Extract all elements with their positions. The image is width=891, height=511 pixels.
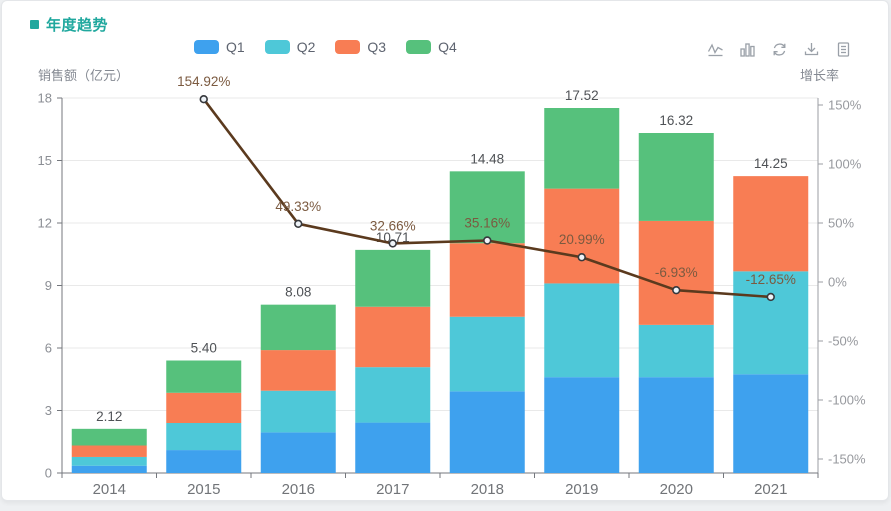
data-view-icon[interactable]	[835, 41, 852, 58]
svg-text:2019: 2019	[565, 481, 598, 498]
legend-label: Q1	[226, 39, 245, 55]
switch-to-line-icon[interactable]	[707, 41, 724, 58]
title-bullet-icon	[30, 20, 39, 29]
switch-to-bar-icon[interactable]	[739, 41, 756, 58]
legend-item-q4[interactable]: Q4	[406, 39, 457, 55]
svg-text:3: 3	[45, 403, 52, 418]
svg-text:32.66%: 32.66%	[370, 218, 416, 233]
svg-text:5.40: 5.40	[191, 341, 217, 356]
legend-item-q1[interactable]: Q1	[194, 39, 245, 55]
svg-text:2020: 2020	[660, 481, 693, 498]
svg-text:2016: 2016	[282, 481, 315, 498]
svg-text:0%: 0%	[828, 275, 847, 290]
card-header: 年度趋势	[30, 14, 108, 35]
svg-text:8.08: 8.08	[285, 285, 311, 300]
svg-text:-6.93%: -6.93%	[655, 265, 698, 280]
svg-text:-100%: -100%	[828, 393, 866, 408]
svg-text:2017: 2017	[376, 481, 409, 498]
svg-text:20.99%: 20.99%	[559, 232, 605, 247]
legend-label: Q2	[296, 39, 316, 55]
page-title: 年度趋势	[46, 17, 109, 34]
svg-text:49.33%: 49.33%	[275, 199, 321, 214]
legend-swatch-icon	[406, 40, 432, 54]
svg-text:2.12: 2.12	[96, 409, 122, 424]
svg-text:16.32: 16.32	[659, 113, 693, 128]
chart-card: 年度趋势 Q1 Q2 Q3 Q4 销售额（亿元） 增长率 0 3 6 9 12 15 18 150%…	[1, 0, 889, 501]
svg-text:18: 18	[38, 91, 52, 106]
svg-text:0: 0	[45, 466, 52, 481]
svg-text:2015: 2015	[187, 481, 220, 498]
svg-text:2021: 2021	[754, 481, 787, 498]
svg-text:15: 15	[38, 153, 52, 168]
svg-text:2014: 2014	[93, 481, 126, 498]
svg-text:14.48: 14.48	[470, 151, 504, 166]
legend-swatch-icon	[264, 40, 290, 54]
svg-text:6: 6	[45, 341, 52, 356]
download-icon[interactable]	[803, 41, 820, 58]
stacked-bar-line-chart: 0 3 6 9 12 15 18 150% 100% 50% 0% -50% -100% -150% 201…	[38, 74, 866, 498]
svg-text:35.16%: 35.16%	[464, 216, 510, 231]
svg-text:9: 9	[45, 278, 52, 293]
svg-text:2018: 2018	[471, 481, 504, 498]
chart-legend: Q1 Q2 Q3 Q4	[194, 39, 457, 55]
left-axis-title: 销售额（亿元）	[38, 68, 130, 83]
svg-text:-12.65%: -12.65%	[746, 272, 796, 287]
svg-text:12: 12	[38, 216, 52, 231]
svg-text:-150%: -150%	[828, 452, 866, 467]
svg-text:-50%: -50%	[828, 334, 859, 349]
restore-icon[interactable]	[771, 41, 788, 58]
svg-text:17.52: 17.52	[565, 88, 599, 103]
svg-text:14.25: 14.25	[754, 156, 788, 171]
svg-text:154.92%: 154.92%	[177, 74, 230, 89]
svg-text:150%: 150%	[828, 98, 862, 113]
chart-toolbar	[707, 41, 852, 58]
legend-label: Q4	[438, 39, 457, 55]
svg-text:100%: 100%	[828, 157, 862, 172]
svg-text:50%: 50%	[828, 216, 854, 231]
legend-swatch-icon	[335, 40, 361, 54]
legend-label: Q3	[367, 39, 387, 55]
legend-item-q2[interactable]: Q2	[264, 39, 316, 55]
legend-swatch-icon	[194, 40, 219, 54]
right-axis-title: 增长率	[800, 68, 840, 83]
legend-item-q3[interactable]: Q3	[335, 39, 386, 55]
